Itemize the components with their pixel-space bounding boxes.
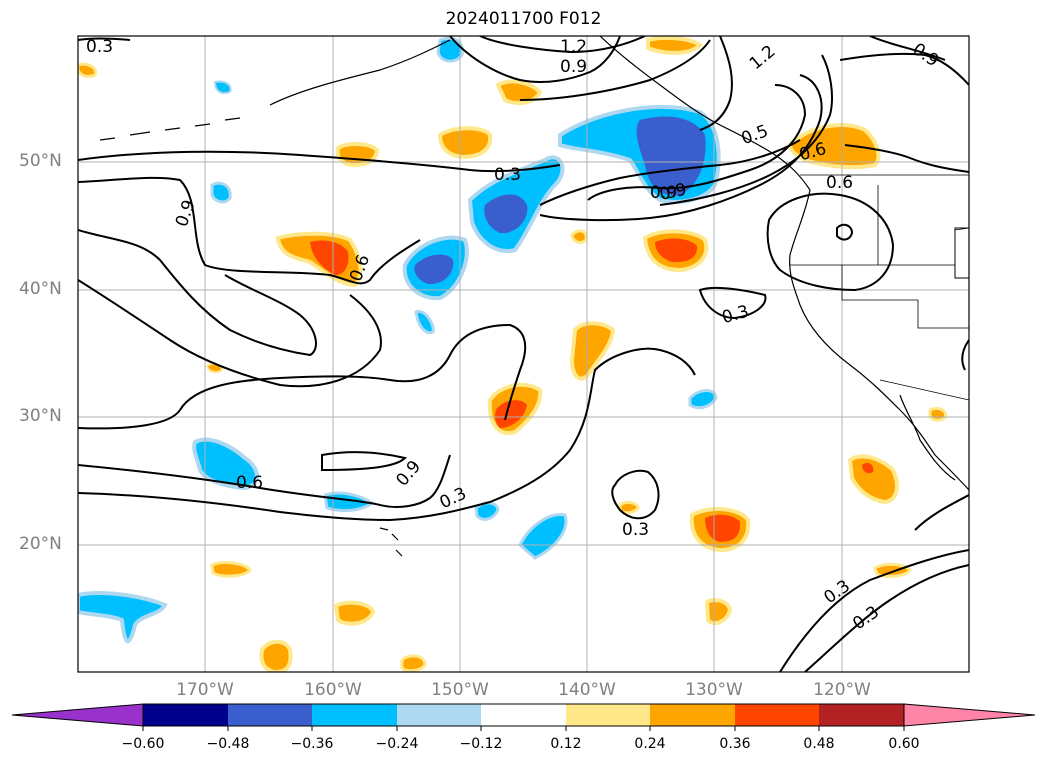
negative-anomaly-area xyxy=(414,309,435,335)
colorbar xyxy=(11,703,1036,731)
colorbar-segment xyxy=(735,704,819,726)
shaded-anomaly-fields xyxy=(78,36,948,672)
contour-label: 0.9 xyxy=(650,183,677,203)
positive-anomaly-area xyxy=(210,561,252,578)
positive-anomaly-area xyxy=(704,598,733,626)
positive-anomaly-area xyxy=(928,406,948,422)
colorbar-tick-label: 0.48 xyxy=(803,736,835,752)
contour-label: 0.3 xyxy=(720,302,751,328)
positive-anomaly-core xyxy=(862,462,874,474)
colorbar-tick-label: 0.36 xyxy=(719,736,751,752)
longitude-label: 140°W xyxy=(558,680,616,700)
positive-anomaly-area xyxy=(495,79,543,106)
colorbar-segment xyxy=(228,704,312,726)
contour-label: 0.6 xyxy=(236,473,263,493)
map-title: 2024011700 F012 xyxy=(445,9,602,29)
negative-anomaly-core xyxy=(484,194,528,234)
positive-anomaly-area xyxy=(400,654,427,672)
contour-label: 0.3 xyxy=(820,576,854,608)
colorbar-segment xyxy=(143,704,228,726)
colorbar-segment xyxy=(481,704,566,726)
contour-label: 0.3 xyxy=(622,520,649,540)
positive-anomaly-area xyxy=(570,229,588,244)
colorbar-segment xyxy=(312,704,397,726)
positive-anomaly-area xyxy=(78,62,98,78)
contour-label: 1.2 xyxy=(746,41,780,74)
positive-anomaly-area xyxy=(569,321,616,381)
latitude-label: 20°N xyxy=(19,534,62,554)
colorbar-tick-label: −0.24 xyxy=(375,736,419,752)
negative-anomaly-area xyxy=(518,513,568,560)
contour-label: 0.5 xyxy=(739,121,771,149)
colorbar-tick-label: 0.24 xyxy=(634,736,666,752)
positive-anomaly-area xyxy=(847,454,899,505)
latitude-label: 40°N xyxy=(19,279,62,299)
positive-anomaly-area xyxy=(873,562,912,578)
colorbar-tick-label: −0.48 xyxy=(206,736,250,752)
colorbar-segment xyxy=(566,704,650,726)
colorbar-arrow-low xyxy=(11,703,144,727)
colorbar-frame xyxy=(142,703,905,727)
contour-lines xyxy=(78,36,969,672)
longitude-label: 130°W xyxy=(685,680,743,700)
longitude-label: 170°W xyxy=(176,680,234,700)
negative-anomaly-core xyxy=(636,116,706,196)
contour-label: 0.3 xyxy=(494,165,521,185)
state-borders xyxy=(790,174,969,401)
colorbar-tick-label: −0.36 xyxy=(290,736,334,752)
contour-label: 1.2 xyxy=(560,37,587,57)
colorbar-segment xyxy=(397,704,481,726)
contour-label: 0.9 xyxy=(560,57,587,77)
positive-anomaly-area xyxy=(646,36,704,55)
longitude-label: 120°W xyxy=(813,680,871,700)
contour-label: 0.3 xyxy=(86,37,113,57)
negative-anomaly-area xyxy=(210,181,232,204)
negative-anomaly-area xyxy=(688,389,718,410)
positive-anomaly-area xyxy=(333,600,376,626)
colorbar-tick-label: 0.12 xyxy=(550,736,582,752)
contour-labels: 0.3 1.2 0.9 1.2 0.9 0.9 0.3 0.5 0.6 0.6 … xyxy=(86,37,942,634)
contour-label: 0.9 xyxy=(909,39,943,71)
map-frame xyxy=(77,35,970,673)
longitude-label: 150°W xyxy=(431,680,489,700)
positive-anomaly-core xyxy=(495,400,527,428)
colorbar-segment xyxy=(819,704,904,726)
positive-anomaly-area xyxy=(437,126,493,160)
coastlines xyxy=(99,36,969,557)
negative-anomaly-area xyxy=(192,437,259,491)
longitude-label: 160°W xyxy=(304,680,362,700)
gridlines xyxy=(78,36,969,672)
latitude-label: 50°N xyxy=(19,151,62,171)
colorbar-tick-label: −0.60 xyxy=(121,736,165,752)
colorbar-arrow-high xyxy=(903,703,1036,727)
colorbar-tick-label: −0.12 xyxy=(459,736,503,752)
contour-label: 0.6 xyxy=(826,173,853,193)
negative-anomaly-area xyxy=(436,36,464,63)
positive-anomaly-core xyxy=(655,238,698,263)
contour-label: 0.3 xyxy=(849,602,883,634)
inset-border xyxy=(954,227,970,279)
colorbar-tick-label: 0.60 xyxy=(888,736,920,752)
latitude-label: 30°N xyxy=(19,406,62,426)
negative-anomaly-core xyxy=(414,254,454,285)
negative-anomaly-area xyxy=(213,80,232,95)
colorbar-segment xyxy=(650,704,735,726)
negative-anomaly-area xyxy=(78,591,168,644)
positive-anomaly-area xyxy=(259,639,293,672)
positive-anomaly-core xyxy=(310,240,349,275)
